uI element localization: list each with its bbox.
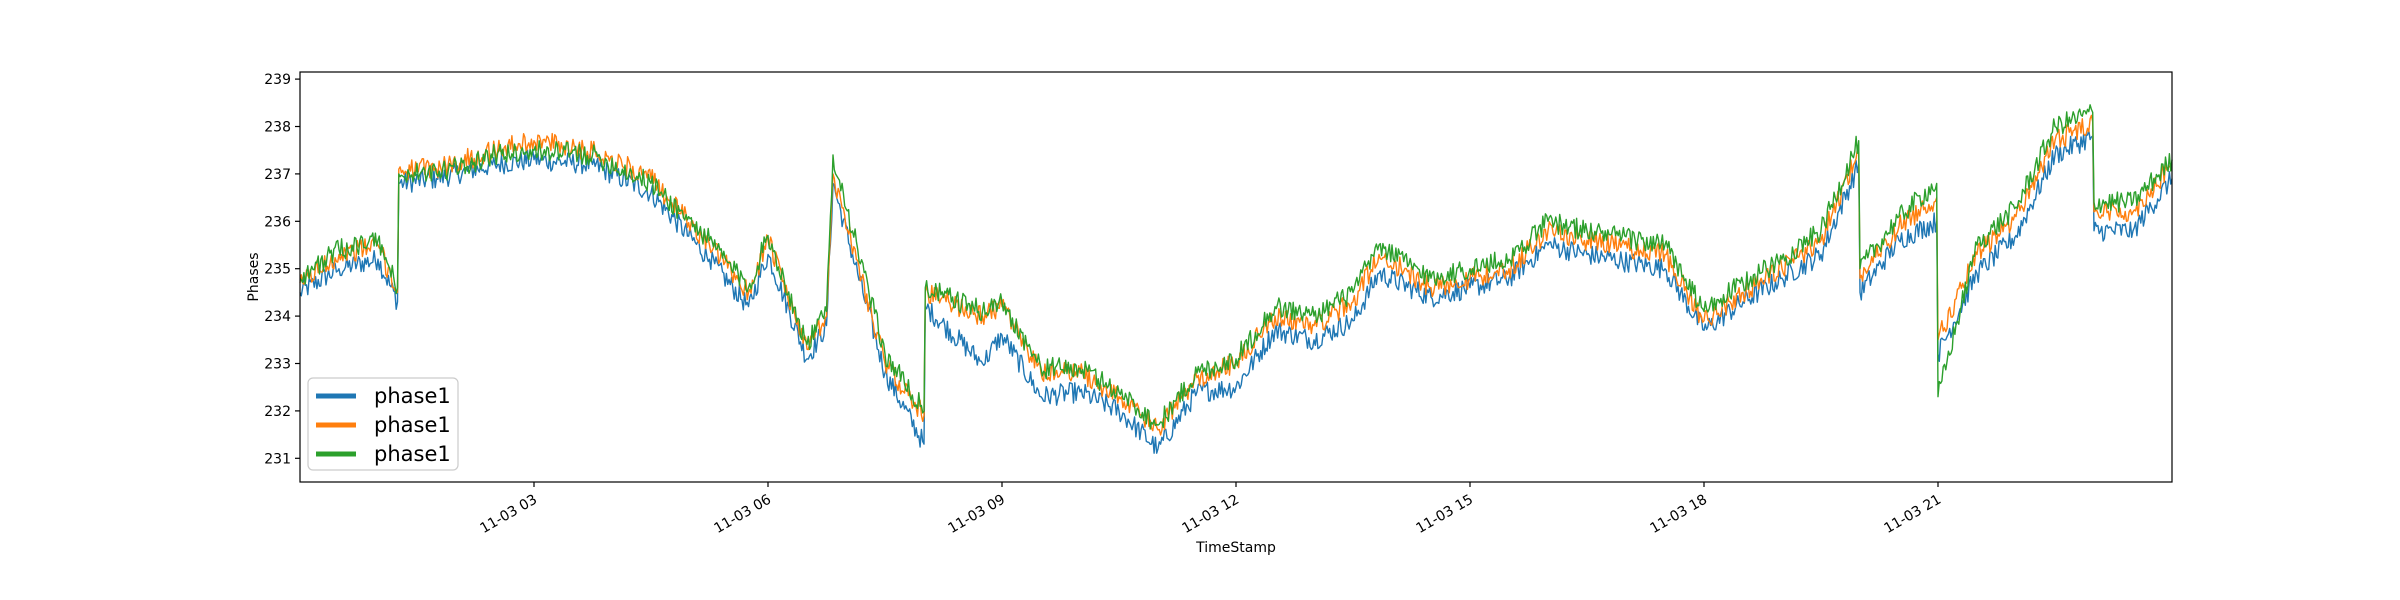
y-tick-label: 237 [264, 167, 291, 183]
y-tick-label: 234 [264, 309, 291, 325]
x-axis-label: TimeStamp [1195, 540, 1276, 556]
y-axis-ticks: 231 232 233 234 235 236 237 238 239 [264, 72, 300, 467]
x-axis-ticks: 11-03 03 11-03 06 11-03 09 11-03 12 11-03 15… [477, 482, 1944, 537]
y-tick-label: 232 [264, 404, 291, 420]
legend: phase1 phase1 phase1 [307, 377, 459, 471]
series-layer [299, 104, 2173, 454]
y-tick-label: 231 [264, 451, 291, 467]
x-tick-label: 11-03 12 [1179, 492, 1242, 537]
legend-label-2: phase1 [374, 413, 451, 437]
y-axis-label: Phases [246, 252, 262, 301]
x-tick-label: 11-03 21 [1881, 492, 1944, 537]
y-tick-label: 233 [264, 357, 291, 373]
x-tick-label: 11-03 15 [1413, 492, 1476, 537]
x-tick-label: 11-03 03 [477, 492, 540, 537]
y-tick-label: 239 [264, 72, 291, 88]
plot-background [300, 72, 2172, 482]
legend-label-3: phase1 [374, 442, 451, 466]
x-tick-label: 11-03 09 [945, 492, 1008, 537]
y-tick-label: 235 [264, 262, 291, 278]
x-tick-label: 11-03 18 [1647, 492, 1710, 537]
series-line-1 [299, 129, 2173, 454]
y-tick-label: 236 [264, 214, 291, 230]
series-line-3 [299, 104, 2173, 430]
legend-label-1: phase1 [374, 384, 451, 408]
x-tick-label: 11-03 06 [711, 492, 774, 537]
legend-box [307, 377, 459, 471]
y-tick-label: 238 [264, 120, 291, 136]
